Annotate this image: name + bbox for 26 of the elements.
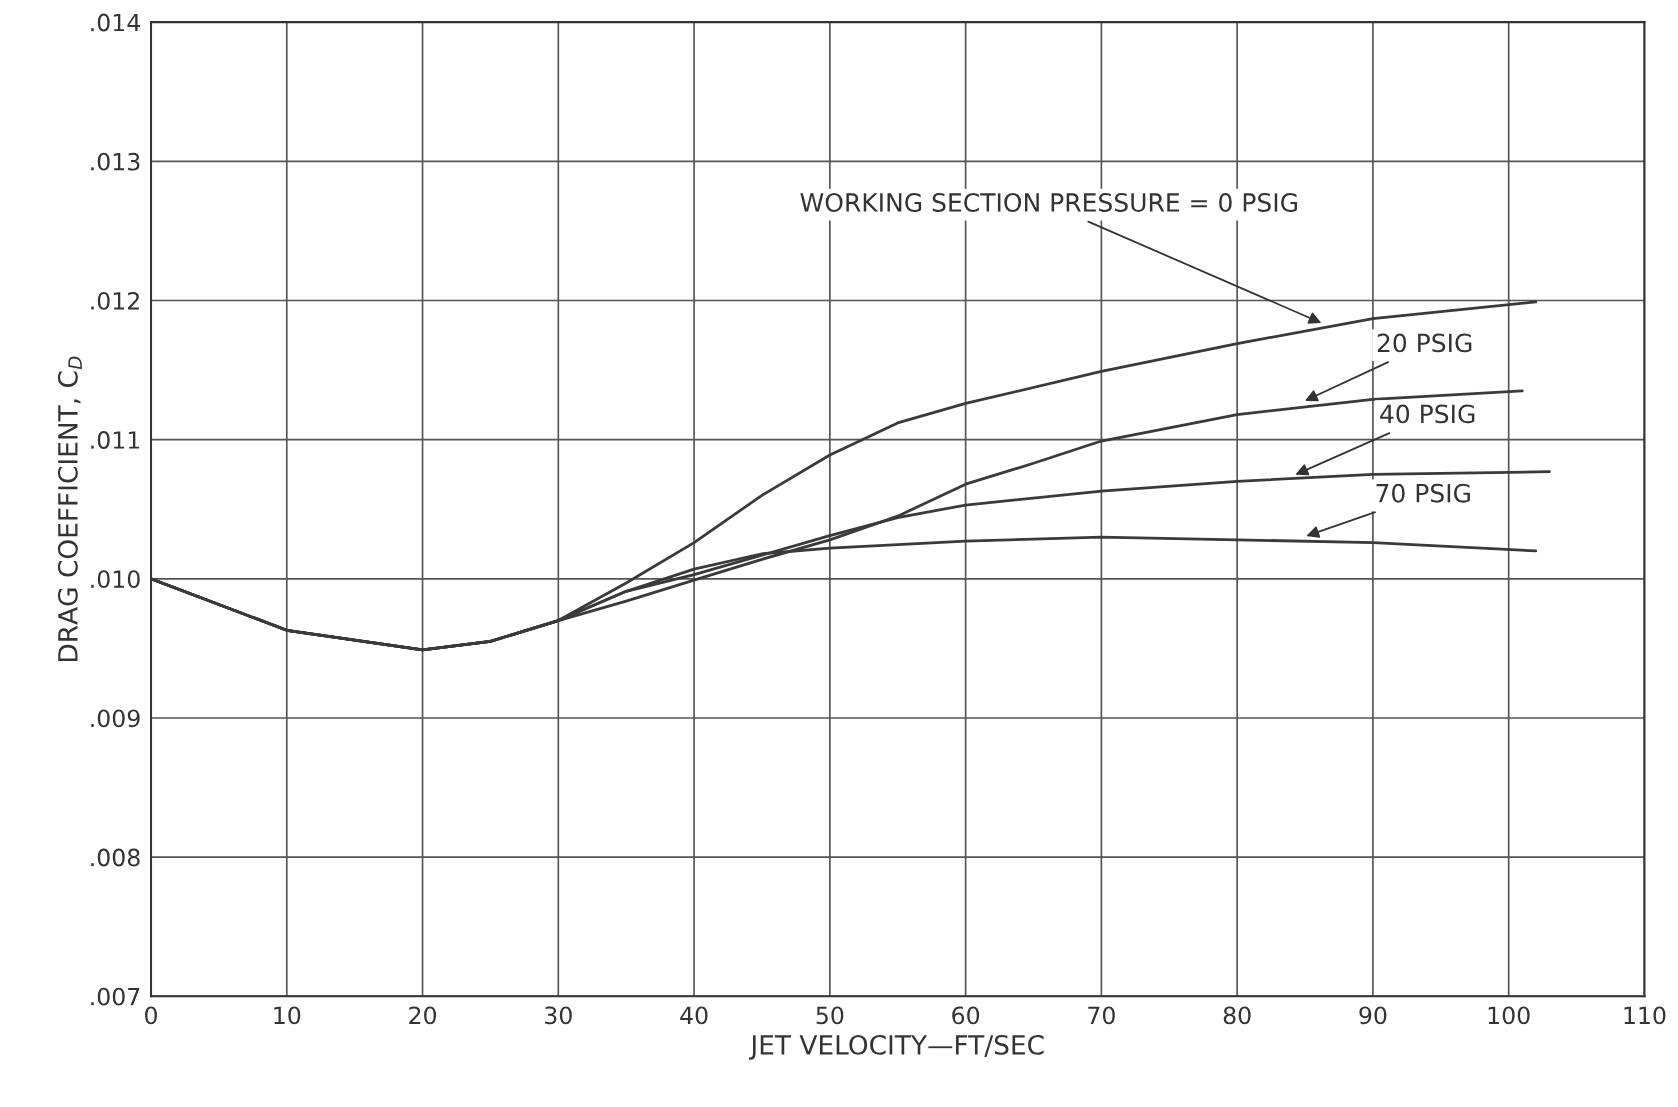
x-tick-label: 110 bbox=[1624, 1006, 1666, 1025]
annotation: 20 PSIG bbox=[1377, 333, 1472, 353]
y-tick-label: .013 bbox=[91, 152, 140, 171]
x-tick-label: 40 bbox=[680, 1006, 708, 1025]
y-tick-label: .008 bbox=[91, 848, 140, 867]
annotation: 40 PSIG bbox=[1380, 404, 1475, 424]
x-tick-label: 100 bbox=[1488, 1006, 1530, 1025]
x-tick-label: 70 bbox=[1088, 1006, 1115, 1025]
y-tick-label: .014 bbox=[91, 13, 140, 32]
x-axis-title: JET VELOCITY—FT/SEC bbox=[749, 1034, 1044, 1060]
x-tick-label: 0 bbox=[145, 1006, 157, 1025]
x-tick-label: 50 bbox=[816, 1006, 844, 1025]
annotation: 70 PSIG bbox=[1376, 483, 1470, 503]
y-tick-label: .007 bbox=[91, 987, 140, 1006]
y-tick-label: .009 bbox=[91, 709, 140, 728]
y-tick-label: .012 bbox=[91, 291, 139, 310]
x-tick-label: 90 bbox=[1359, 1006, 1387, 1025]
y-axis-title: DRAG COEFFICIENT, C$_{D}$ bbox=[57, 356, 82, 662]
x-tick-label: 20 bbox=[409, 1006, 437, 1025]
x-tick-label: 80 bbox=[1223, 1006, 1251, 1025]
x-tick-label: 60 bbox=[952, 1006, 980, 1025]
y-tick-label: .010 bbox=[91, 570, 140, 589]
x-tick-label: 30 bbox=[545, 1006, 572, 1025]
y-tick-label: .011 bbox=[91, 431, 140, 449]
x-tick-label: 10 bbox=[274, 1006, 301, 1025]
annotation: WORKING SECTION PRESSURE = 0 PSIG bbox=[800, 193, 1297, 212]
